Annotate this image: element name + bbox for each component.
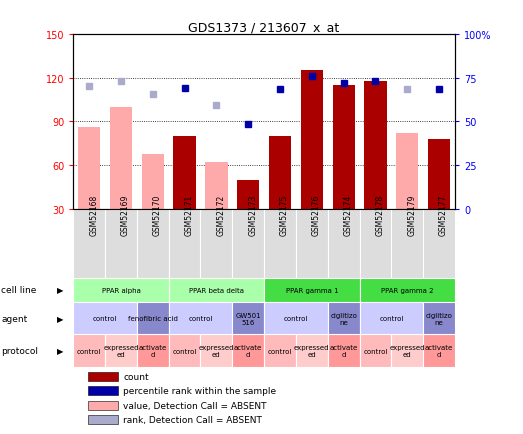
Text: agent: agent [1,314,27,323]
Title: GDS1373 / 213607_x_at: GDS1373 / 213607_x_at [188,20,340,33]
Bar [105,210,137,279]
Bar [423,302,455,335]
Text: PPAR gamma 1: PPAR gamma 1 [286,287,338,293]
Text: GSM52168: GSM52168 [89,194,98,236]
Bar [168,210,200,279]
Text: fenofibric acid: fenofibric acid [128,316,178,322]
Text: ▶: ▶ [57,314,63,323]
Text: ciglitizo
ne: ciglitizo ne [330,312,357,325]
Bar [168,302,232,335]
Text: count: count [123,372,149,381]
Text: GSM52169: GSM52169 [121,194,130,236]
Bar [391,210,423,279]
Bar [88,401,118,410]
Text: activate
d: activate d [329,345,358,358]
Bar [232,335,264,367]
Text: PPAR alpha: PPAR alpha [101,287,140,293]
Bar [174,137,196,210]
Text: GSM52175: GSM52175 [280,194,289,236]
Text: ciglitizo
ne: ciglitizo ne [426,312,452,325]
Text: control: control [173,348,197,354]
Bar [365,82,386,210]
Text: GSM52173: GSM52173 [248,194,257,236]
Text: control: control [363,348,388,354]
Text: expressed
ed: expressed ed [199,345,234,358]
Text: expressed
ed: expressed ed [390,345,425,358]
Text: GSM52177: GSM52177 [439,194,448,236]
Text: activate
d: activate d [234,345,263,358]
Bar [296,210,328,279]
Bar [328,302,360,335]
Bar [142,154,164,210]
Bar [73,335,105,367]
Text: activate
d: activate d [139,345,167,358]
Bar [78,128,100,210]
Text: GSM52179: GSM52179 [407,194,416,236]
Bar [205,163,228,210]
Bar [296,335,328,367]
Bar [264,210,296,279]
Bar [232,210,264,279]
Text: control: control [77,348,101,354]
Bar [391,335,423,367]
Text: cell line: cell line [1,286,37,295]
Text: rank, Detection Call = ABSENT: rank, Detection Call = ABSENT [123,415,262,424]
Bar [88,372,118,381]
Text: GSM52178: GSM52178 [376,194,384,236]
Text: control: control [188,316,213,322]
Bar [264,279,360,302]
Bar [73,210,105,279]
Bar [360,210,391,279]
Bar [88,415,118,424]
Text: control: control [268,348,292,354]
Bar [396,134,418,210]
Text: GSM52171: GSM52171 [185,194,194,236]
Text: ▶: ▶ [57,346,63,355]
Bar [333,86,355,210]
Text: activate
d: activate d [425,345,453,358]
Bar [137,302,168,335]
Text: PPAR beta delta: PPAR beta delta [189,287,244,293]
Text: PPAR gamma 2: PPAR gamma 2 [381,287,434,293]
Bar [137,335,168,367]
Bar [264,335,296,367]
Bar [264,302,328,335]
Bar [168,279,264,302]
Bar [105,335,137,367]
Bar [360,302,423,335]
Bar [200,335,232,367]
Bar [73,302,137,335]
Bar [200,210,232,279]
Text: value, Detection Call = ABSENT: value, Detection Call = ABSENT [123,401,267,410]
Bar [423,335,455,367]
Bar [328,335,360,367]
Text: GSM52174: GSM52174 [344,194,353,236]
Text: expressed
ed: expressed ed [294,345,329,358]
Bar [428,140,450,210]
Bar [237,181,259,210]
Bar [110,108,132,210]
Bar [360,335,391,367]
Text: GW501
516: GW501 516 [235,312,261,325]
Bar [137,210,168,279]
Text: GSM52170: GSM52170 [153,194,162,236]
Text: protocol: protocol [1,346,38,355]
Text: ▶: ▶ [57,286,63,295]
Text: GSM52172: GSM52172 [217,194,225,236]
Bar [232,302,264,335]
Bar [88,387,118,395]
Text: GSM52176: GSM52176 [312,194,321,236]
Text: percentile rank within the sample: percentile rank within the sample [123,386,276,395]
Text: control: control [93,316,117,322]
Text: control: control [379,316,404,322]
Text: expressed
ed: expressed ed [103,345,139,358]
Bar [269,137,291,210]
Bar [360,279,455,302]
Text: control: control [284,316,308,322]
Bar [168,335,200,367]
Bar [423,210,455,279]
Bar [73,279,168,302]
Bar [301,71,323,210]
Bar [328,210,360,279]
